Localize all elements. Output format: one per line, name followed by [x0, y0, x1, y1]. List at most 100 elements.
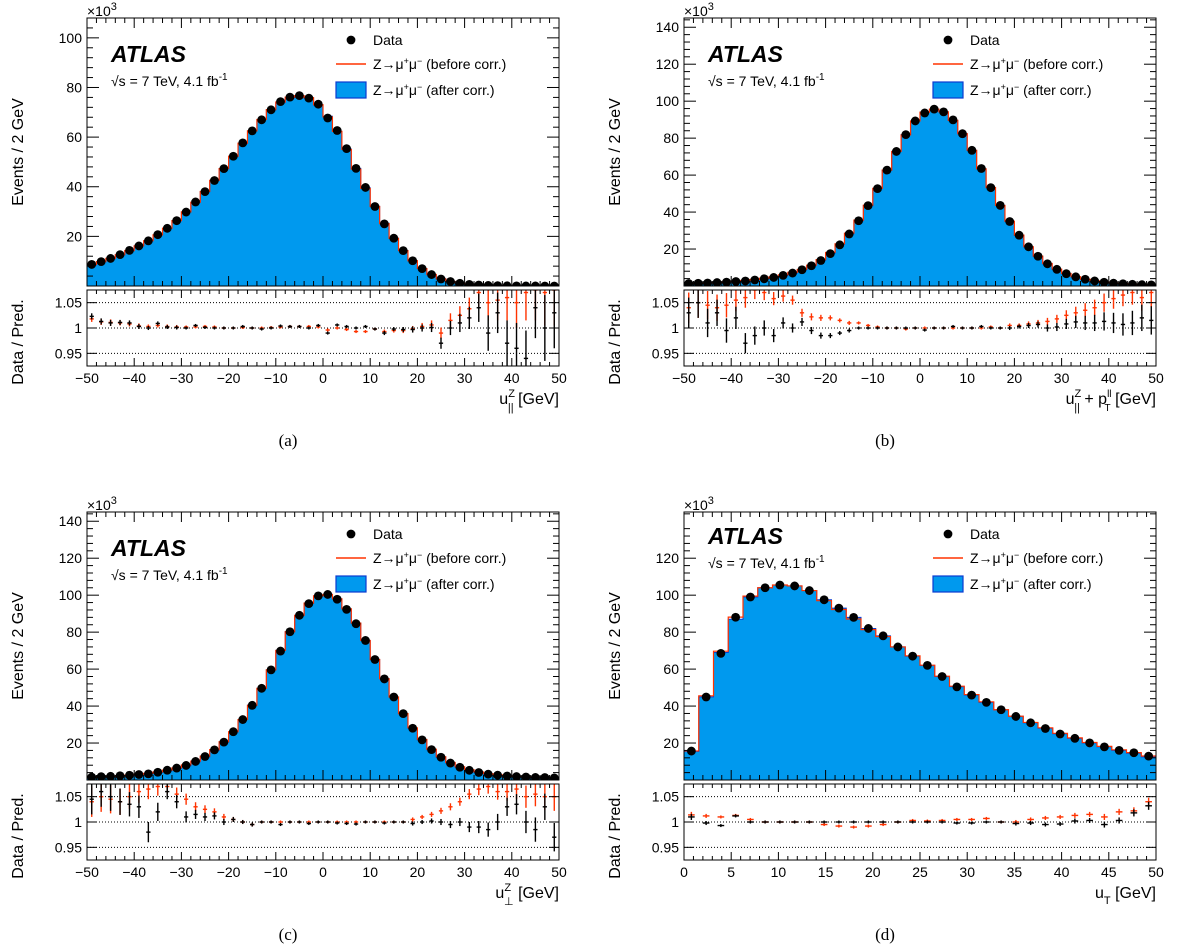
y-tick-label: 60 [663, 661, 679, 677]
y-tick-label: 100 [59, 30, 83, 46]
xlabel-main: u [1095, 885, 1104, 902]
panel-caption: (d) [875, 925, 895, 944]
x-tick-label: −20 [814, 370, 838, 386]
xlabel-unit: [GeV] [514, 391, 559, 408]
data-point [191, 757, 200, 766]
sup-plus: + [404, 576, 409, 586]
ratio-y-tick-label: 1 [671, 320, 679, 336]
data-point [759, 274, 769, 284]
data-point [379, 219, 389, 229]
x-tick-label: 20 [1007, 370, 1023, 386]
x-tick-label: −30 [767, 370, 791, 386]
data-point [922, 661, 932, 670]
data-point [958, 129, 967, 139]
data-point [952, 682, 962, 692]
x-tick-label: 40 [1054, 864, 1070, 880]
data-point [995, 201, 1005, 210]
x-tick-label: 50 [1148, 864, 1164, 880]
data-point [115, 250, 125, 260]
x-tick-label: −40 [122, 864, 146, 880]
legend-after-swatch [335, 81, 367, 99]
y-tick-label: 100 [656, 587, 680, 603]
ratio-plot-area [89, 784, 557, 852]
legend-before-label: Z→μ+μ− (before corr.) [373, 550, 506, 566]
mu: μ [1006, 550, 1014, 566]
y-tick-label: 20 [663, 735, 679, 751]
data-point [276, 97, 285, 107]
data-point [1099, 277, 1109, 286]
main-plot-area [87, 590, 559, 780]
x-tick-label: 40 [504, 370, 520, 386]
legend-after-label: Z→μ+μ− (after corr.) [970, 82, 1092, 98]
lumi-exponent: -1 [219, 72, 228, 83]
data-point [408, 256, 418, 266]
x-axis-label: uZ || [GeV] [499, 388, 559, 414]
data-point [1090, 276, 1100, 286]
x-tick-label: 40 [504, 864, 520, 880]
x-tick-label: 20 [410, 864, 426, 880]
data-point [1129, 748, 1139, 758]
data-point [1043, 259, 1052, 269]
x-tick-label: 40 [1101, 370, 1117, 386]
data-point [483, 281, 493, 286]
data-point [134, 770, 144, 779]
data-point [716, 648, 726, 658]
zmumu: Z→μ [970, 576, 1001, 592]
panel-caption: (c) [279, 925, 298, 944]
legend-data-label: Data [970, 32, 1000, 48]
sup-plus: + [1001, 56, 1006, 66]
sup-plus: + [404, 82, 409, 92]
data-point [219, 737, 229, 747]
x-tick-label: 15 [818, 864, 834, 880]
data-point [295, 91, 304, 100]
sqrt-s: √s [111, 567, 126, 583]
data-point [446, 758, 455, 768]
sqrt-s: √s [111, 73, 126, 89]
data-point [455, 762, 465, 772]
panel-caption: (b) [875, 431, 895, 450]
y-tick-label: 20 [66, 735, 82, 751]
data-point [937, 672, 947, 681]
data-point [540, 281, 550, 286]
data-point [181, 207, 191, 217]
data-point [731, 277, 741, 286]
y-tick-label: 80 [66, 79, 82, 95]
data-point [769, 273, 779, 282]
x-tick-label: 30 [959, 864, 975, 880]
energy-label: √s = 7 TeV, 4.1 fb-1 [708, 72, 825, 89]
data-point [502, 771, 512, 780]
sup-minus: − [1014, 56, 1019, 66]
y-multiplier: ×103 [684, 495, 714, 513]
panel-caption: (a) [279, 431, 298, 450]
data-point [313, 99, 323, 109]
x-tick-label: −10 [264, 370, 288, 386]
data-point [835, 240, 845, 250]
data-point [115, 771, 125, 780]
data-point [446, 277, 455, 286]
data-point [228, 151, 238, 161]
data-point [878, 631, 888, 641]
data-point [379, 674, 389, 684]
data-point [1071, 272, 1081, 282]
before-text: (before corr.) [422, 56, 506, 72]
x-tick-label: −10 [861, 370, 885, 386]
x-tick-label: 50 [551, 864, 567, 880]
x-tick-label: 0 [680, 864, 688, 880]
data-point [427, 270, 436, 279]
data-point [351, 619, 361, 629]
x-tick-label: 50 [551, 370, 567, 386]
data-point [210, 745, 219, 755]
x-tick-label: 0 [319, 370, 327, 386]
data-point [854, 216, 864, 226]
sup-minus: − [417, 56, 422, 66]
mu: μ [1006, 56, 1014, 72]
data-point [939, 107, 948, 117]
data-point [1118, 279, 1128, 286]
y-multiplier: ×103 [684, 1, 714, 19]
x-tick-label: 10 [362, 370, 378, 386]
data-point [901, 130, 911, 140]
x-tick-label: −50 [75, 370, 99, 386]
